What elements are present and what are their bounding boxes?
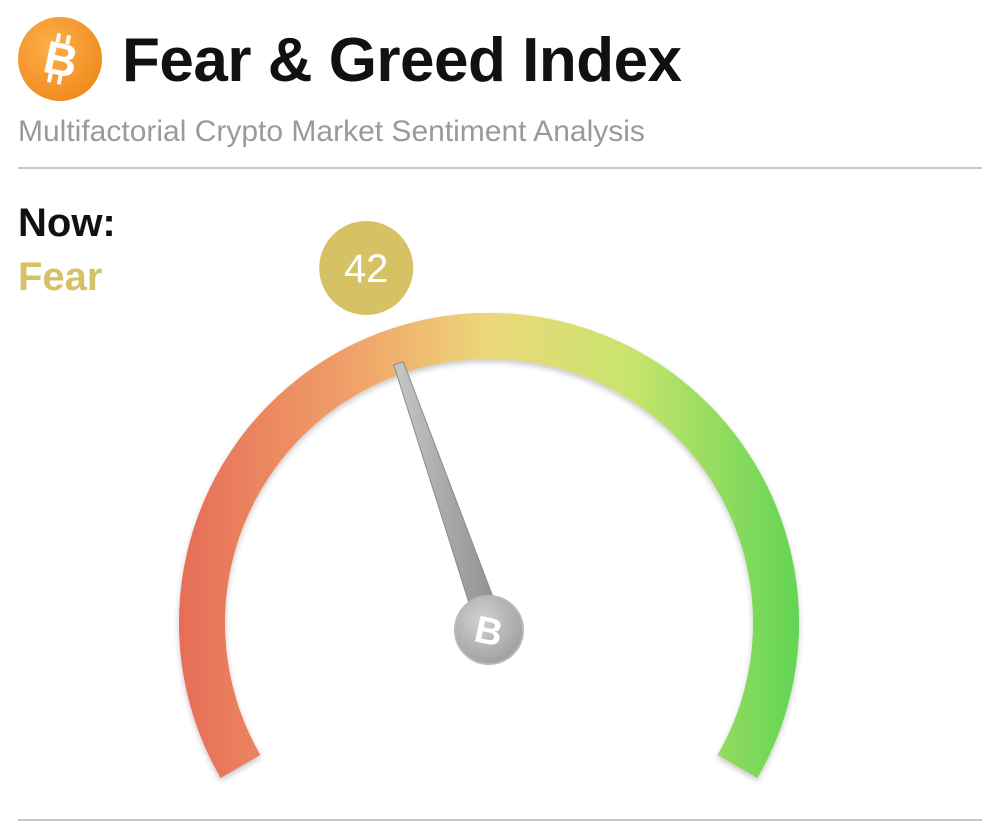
sentiment-label: Fear <box>18 255 103 299</box>
gauge-needle <box>393 361 502 628</box>
divider-bottom <box>18 819 982 821</box>
divider-top <box>18 167 982 169</box>
now-label: Now: <box>18 201 116 245</box>
gauge-hub: B <box>454 595 524 665</box>
page-title: Fear & Greed Index <box>122 26 682 95</box>
gauge-arc <box>179 312 799 778</box>
value-badge: 42 <box>319 221 414 315</box>
gauge-value: 42 <box>344 247 389 291</box>
page-subtitle: Multifactorial Crypto Market Sentiment A… <box>18 115 645 148</box>
header: B Fear & Greed Index <box>18 14 982 104</box>
bitcoin-icon: B <box>18 17 102 101</box>
